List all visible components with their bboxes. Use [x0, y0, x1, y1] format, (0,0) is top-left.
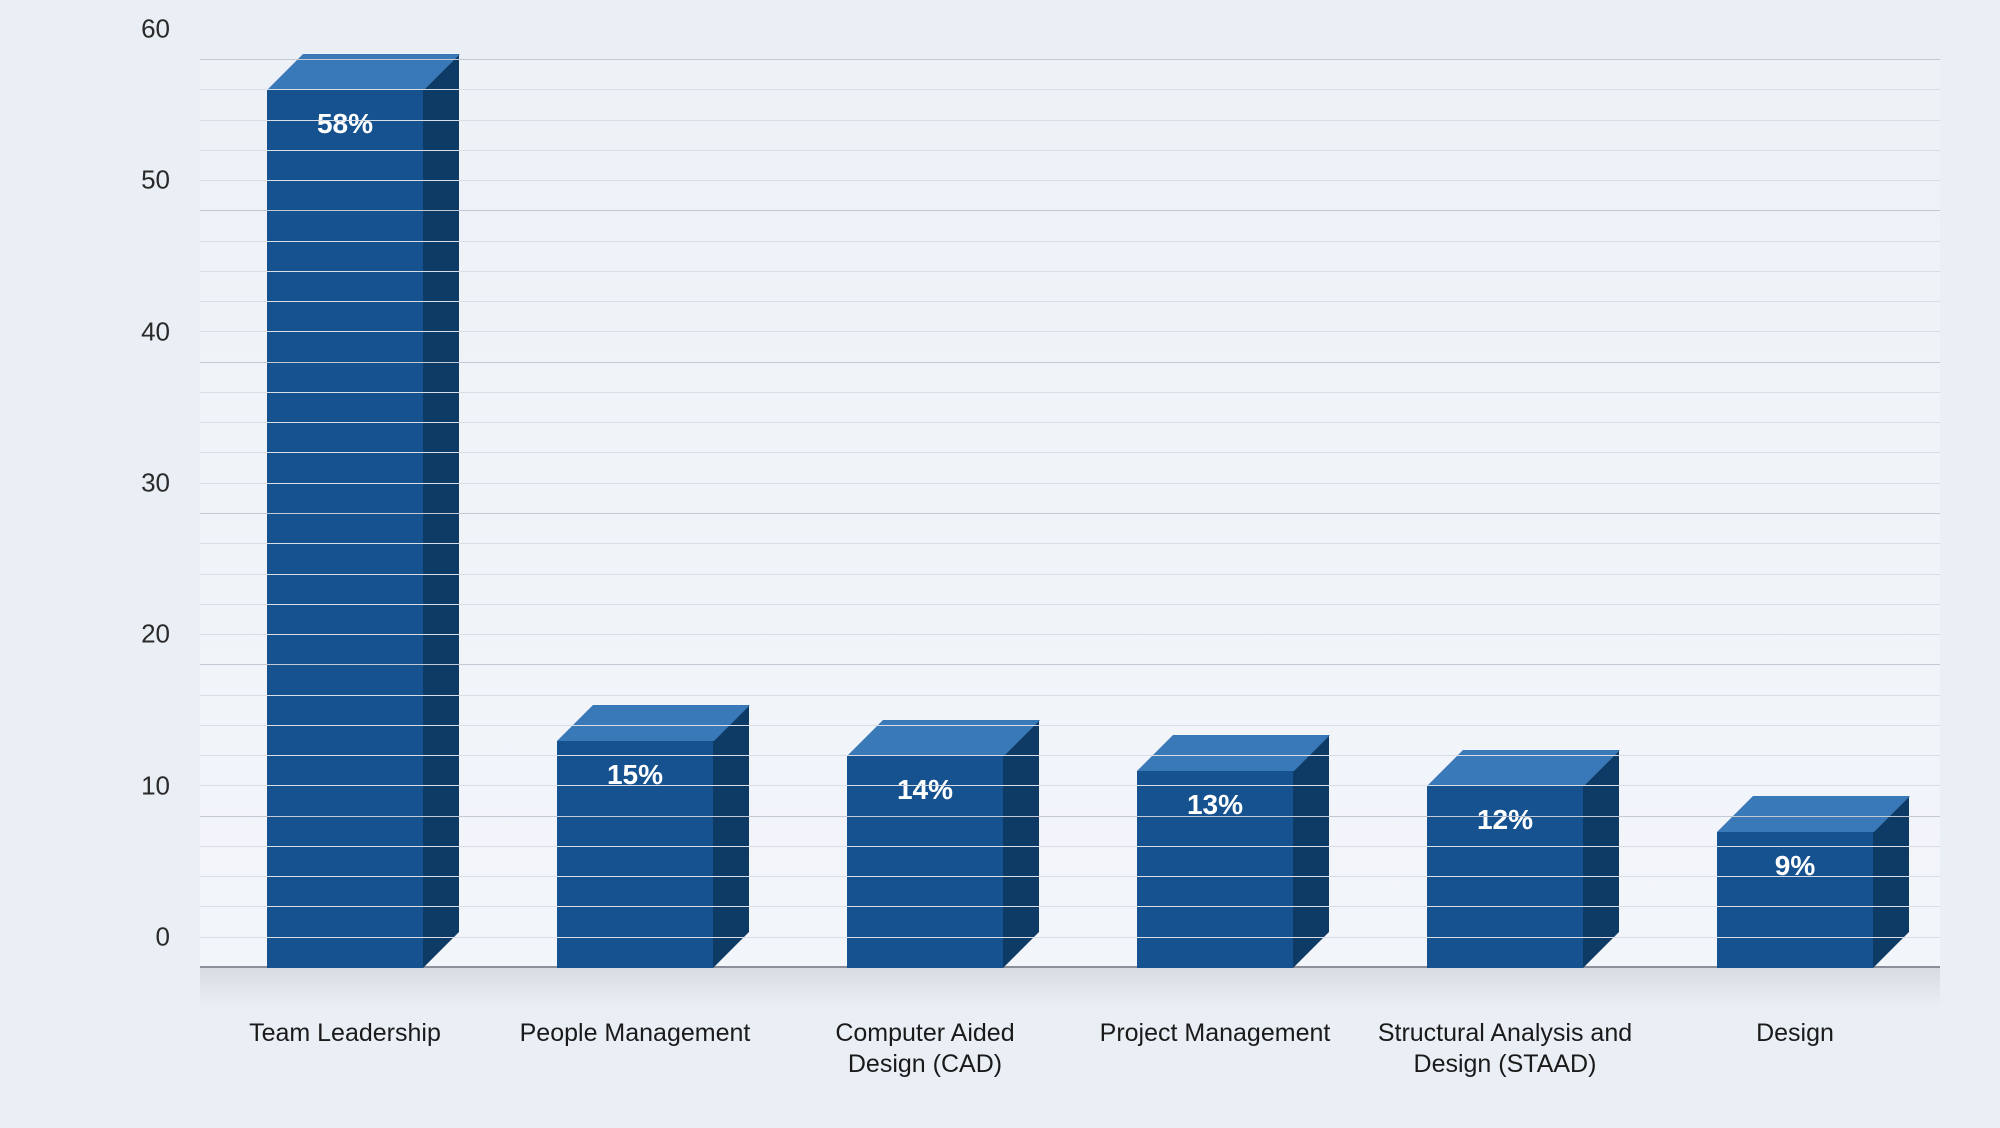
- bar-side-face: [713, 705, 749, 968]
- grid-major-line: [200, 664, 1940, 665]
- grid-minor-line: [200, 241, 1940, 242]
- bar-slot: 13%Project Management: [1137, 60, 1294, 968]
- grid-major-line: [200, 513, 1940, 514]
- grid-major-line: [200, 362, 1940, 363]
- bar: 58%: [267, 90, 424, 968]
- grid-minor-line: [200, 452, 1940, 453]
- grid-minor-line: [200, 634, 1940, 635]
- y-tick-label: 60: [110, 14, 170, 45]
- bar: 9%: [1717, 832, 1874, 968]
- grid-minor-line: [200, 543, 1940, 544]
- grid-minor-line: [200, 120, 1940, 121]
- bars-container: 58%Team Leadership 15%People Management 14…: [200, 60, 1940, 968]
- plot-area: 58%Team Leadership 15%People Management 14…: [200, 60, 1940, 968]
- bar-slot: 15%People Management: [557, 60, 714, 968]
- bar-side-face: [1583, 750, 1619, 968]
- bar: 12%: [1427, 786, 1584, 968]
- grid-minor-line: [200, 331, 1940, 332]
- grid-minor-line: [200, 876, 1940, 877]
- grid-minor-line: [200, 422, 1940, 423]
- bar-slot: 12%Structural Analysis and Design (STAAD…: [1427, 60, 1584, 968]
- grid-minor-line: [200, 725, 1940, 726]
- y-tick-label: 0: [110, 922, 170, 953]
- grid-major-line: [200, 210, 1940, 211]
- bar: 15%: [557, 741, 714, 968]
- y-tick-label: 30: [110, 468, 170, 499]
- grid-minor-line: [200, 483, 1940, 484]
- bar-side-face: [423, 54, 459, 968]
- bar-slot: 14%Computer Aided Design (CAD): [847, 60, 1004, 968]
- y-tick-label: 40: [110, 316, 170, 347]
- grid-minor-line: [200, 392, 1940, 393]
- grid-minor-line: [200, 180, 1940, 181]
- x-category-label: People Management: [505, 1018, 765, 1049]
- grid-minor-line: [200, 785, 1940, 786]
- grid-minor-line: [200, 604, 1940, 605]
- bar-slot: 58%Team Leadership: [267, 60, 424, 968]
- grid-major-line: [200, 59, 1940, 60]
- bar-value-label: 12%: [1427, 804, 1584, 836]
- grid-minor-line: [200, 906, 1940, 907]
- bar-front-face: [267, 90, 424, 968]
- y-tick-label: 20: [110, 619, 170, 650]
- chart-floor: [200, 968, 1940, 1008]
- grid-minor-line: [200, 89, 1940, 90]
- grid-minor-line: [200, 695, 1940, 696]
- grid-minor-line: [200, 755, 1940, 756]
- grid-minor-line: [200, 271, 1940, 272]
- grid-minor-line: [200, 937, 1940, 938]
- grid-minor-line: [200, 150, 1940, 151]
- x-category-label: Design: [1665, 1018, 1925, 1049]
- grid-minor-line: [200, 846, 1940, 847]
- grid-minor-line: [200, 574, 1940, 575]
- bar: 13%: [1137, 771, 1294, 968]
- x-category-label: Structural Analysis and Design (STAAD): [1375, 1018, 1635, 1081]
- bar-value-label: 14%: [847, 774, 1004, 806]
- x-category-label: Team Leadership: [215, 1018, 475, 1049]
- bar-side-face: [1293, 735, 1329, 968]
- bar-slot: 9%Design: [1717, 60, 1874, 968]
- grid-major-line: [200, 816, 1940, 817]
- bar-value-label: 58%: [267, 108, 424, 140]
- y-tick-label: 10: [110, 770, 170, 801]
- grid-minor-line: [200, 301, 1940, 302]
- bar-side-face: [1003, 720, 1039, 968]
- y-tick-label: 50: [110, 165, 170, 196]
- x-category-label: Project Management: [1085, 1018, 1345, 1049]
- x-category-label: Computer Aided Design (CAD): [795, 1018, 1055, 1081]
- skills-bar-chart: 58%Team Leadership15%People Management14…: [0, 0, 2000, 1128]
